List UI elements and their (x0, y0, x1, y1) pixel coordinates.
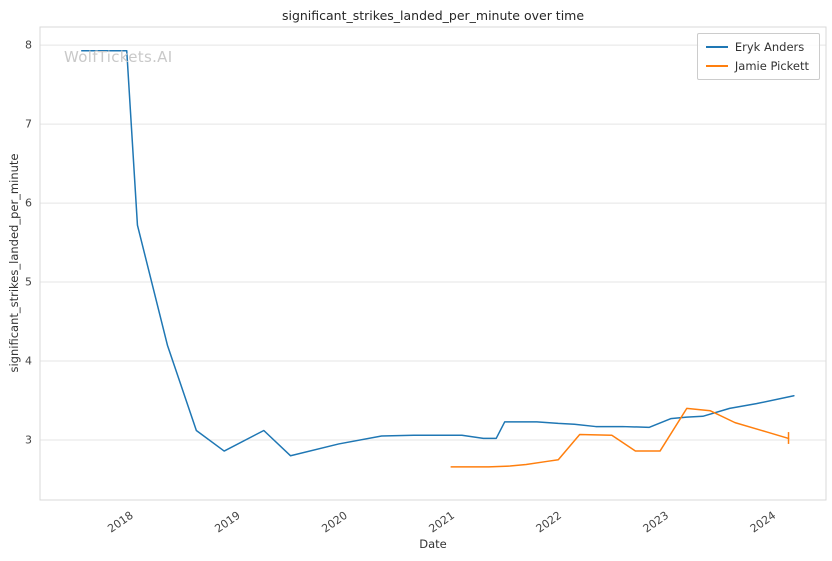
y-axis-label: significant_strikes_landed_per_minute (7, 153, 21, 373)
y-tick-label: 5 (25, 276, 32, 289)
y-tick-label: 7 (25, 118, 32, 131)
y-tick-label: 3 (25, 433, 32, 446)
legend: Eryk Anders Jamie Pickett (696, 33, 820, 80)
chart-title: significant_strikes_landed_per_minute ov… (281, 8, 585, 23)
series-line-jamie-pickett (450, 407, 790, 468)
x-tick-label: 2019 (212, 509, 242, 536)
x-tick-label: 2022 (534, 509, 564, 536)
y-tick-label: 4 (25, 355, 32, 368)
x-tick-label: 2023 (641, 509, 671, 536)
legend-item-eryk-anders: Eryk Anders (705, 40, 809, 54)
legend-label: Eryk Anders (734, 40, 805, 54)
legend-item-jamie-pickett: Jamie Pickett (705, 59, 809, 73)
x-axis-label: Date (419, 537, 447, 551)
y-tick-label: 8 (25, 39, 32, 52)
watermark: WolfTickets.AI (64, 48, 173, 66)
legend-line-swatch (705, 65, 728, 67)
plot-border (39, 26, 827, 501)
series-line-eryk-anders (81, 49, 795, 457)
y-tick-label: 6 (25, 197, 32, 210)
x-tick-label: 2020 (319, 509, 349, 536)
legend-line-swatch (705, 46, 728, 48)
x-tick-label: 2024 (748, 509, 778, 536)
x-tick-label: 2021 (427, 509, 457, 536)
legend-label: Jamie Pickett (734, 59, 809, 73)
x-tick-label: 2018 (105, 509, 135, 536)
